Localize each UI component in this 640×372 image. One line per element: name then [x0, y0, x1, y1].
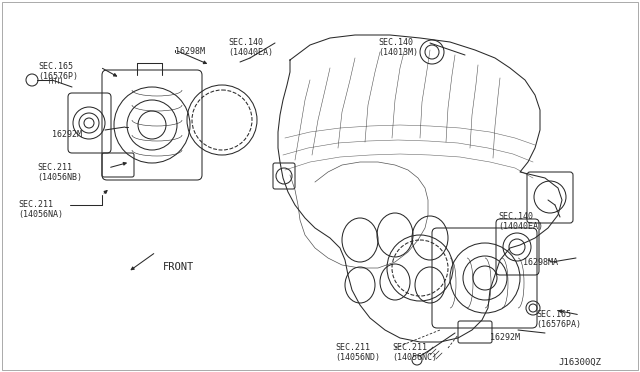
Text: SEC.165: SEC.165	[38, 62, 73, 71]
Text: (14056NB): (14056NB)	[37, 173, 82, 182]
Text: 16292M: 16292M	[52, 130, 82, 139]
Text: SEC.211: SEC.211	[37, 163, 72, 172]
Text: SEC.211: SEC.211	[392, 343, 427, 352]
Text: SEC.211: SEC.211	[335, 343, 370, 352]
Text: SEC.140: SEC.140	[378, 38, 413, 47]
Text: (14040EA): (14040EA)	[228, 48, 273, 57]
Text: 16292M: 16292M	[490, 333, 520, 342]
Text: (14040EA): (14040EA)	[498, 222, 543, 231]
Text: SEC.165: SEC.165	[536, 310, 571, 319]
Text: (14056NC): (14056NC)	[392, 353, 437, 362]
Text: FRONT: FRONT	[163, 262, 195, 272]
Text: (14013M): (14013M)	[378, 48, 418, 57]
Text: (14056ND): (14056ND)	[335, 353, 380, 362]
Text: (16576PA): (16576PA)	[536, 320, 581, 329]
Text: 16298M: 16298M	[175, 47, 205, 56]
Text: J16300QZ: J16300QZ	[558, 358, 601, 367]
Text: (16576P): (16576P)	[38, 72, 78, 81]
Text: SEC.140: SEC.140	[498, 212, 533, 221]
Text: SEC.140: SEC.140	[228, 38, 263, 47]
Text: (14056NA): (14056NA)	[18, 210, 63, 219]
Text: 16298MA: 16298MA	[523, 258, 558, 267]
Text: SEC.211: SEC.211	[18, 200, 53, 209]
